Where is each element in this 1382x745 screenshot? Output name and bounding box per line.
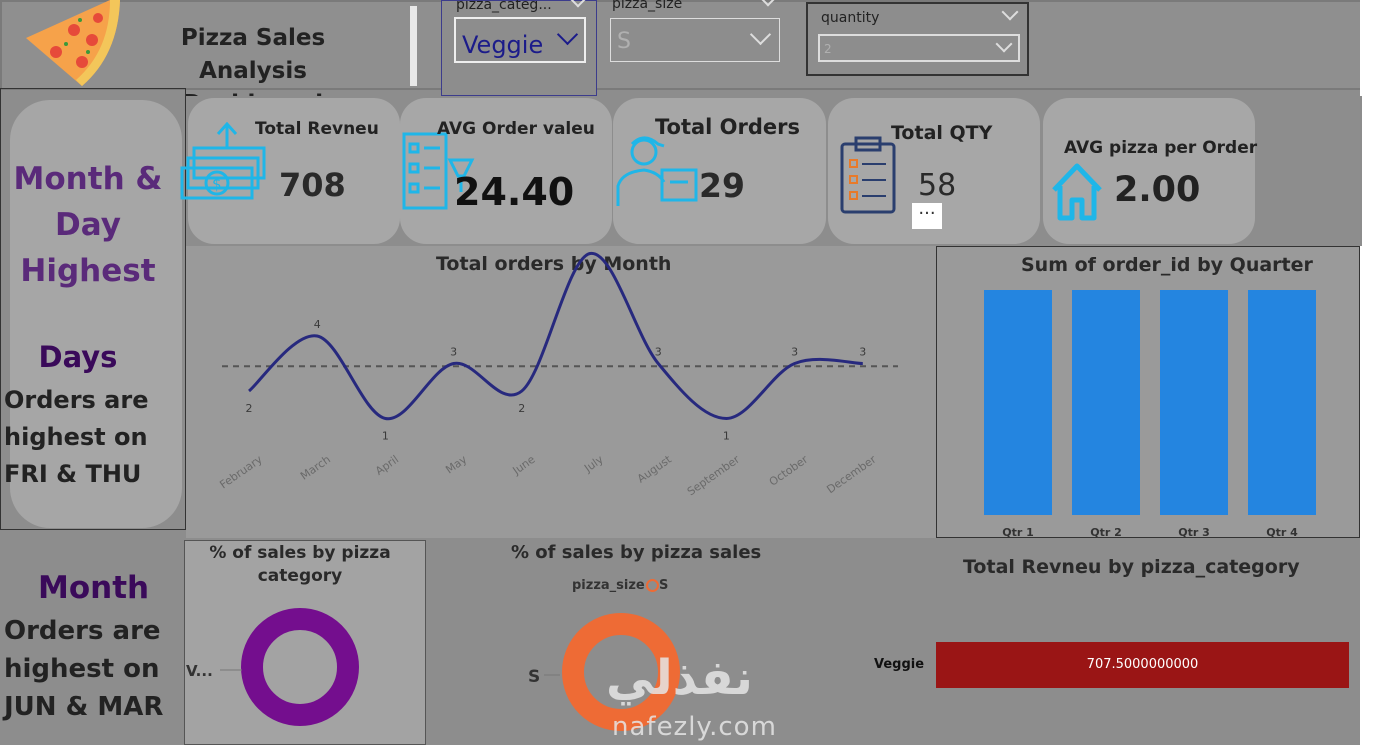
x-tick-label: Qtr 1: [1002, 526, 1034, 539]
order-id-by-quarter-chart[interactable]: Qtr 1 Qtr 2 Qtr 3 Qtr 4: [944, 280, 1354, 540]
kpi-label-avg-order: AVG Order valeu: [437, 119, 595, 139]
size-legend-item: S: [659, 578, 669, 593]
quantity-value: 2: [824, 42, 832, 56]
x-tick-label: August: [635, 452, 675, 485]
revenue-by-category-title: Total Revneu by pizza_category: [963, 556, 1300, 578]
sales-by-size-donut[interactable]: S: [510, 600, 730, 745]
line-chart-title: Total orders by Month: [436, 253, 672, 275]
header-divider: [410, 6, 417, 86]
svg-text:$: $: [212, 175, 222, 193]
x-tick-label: February: [217, 453, 265, 492]
kpi-value-qty: 58: [918, 168, 957, 203]
clipboard-icon: [840, 136, 896, 214]
point-data-label: 3: [655, 346, 662, 359]
sales-by-category-donut[interactable]: V...: [184, 590, 426, 745]
donut-slice: [562, 613, 680, 731]
kpi-card-revenue: [188, 98, 400, 244]
point-data-label: 3: [791, 346, 798, 359]
x-tick-label: July: [581, 453, 606, 476]
x-tick-label: March: [298, 453, 333, 483]
checklist-icon: [402, 132, 475, 210]
home-icon: [1052, 163, 1102, 221]
revenue-bar[interactable]: 707.5000000000: [936, 642, 1349, 688]
page-edge: [1360, 0, 1382, 745]
x-tick-label: December: [824, 453, 879, 497]
x-tick-label: Qtr 2: [1090, 526, 1122, 539]
quantity-dropdown[interactable]: 2: [818, 34, 1020, 62]
size-dropdown[interactable]: S: [610, 18, 780, 62]
x-tick-label: April: [373, 453, 401, 478]
category-donut-title: % of sales by pizza category: [209, 543, 391, 586]
quarter-chart-title: Sum of order_id by Quarter: [1021, 254, 1313, 276]
quarter-bar: [1160, 290, 1228, 515]
pizza-logo-icon: [26, 0, 120, 86]
quantity-slicer[interactable]: quantity 2: [806, 2, 1029, 76]
revenue-bar-label: Veggie: [874, 657, 925, 672]
x-tick-label: May: [443, 453, 469, 477]
watermark-latin: nafezly.com: [612, 712, 777, 742]
x-tick-label: June: [510, 453, 538, 478]
point-data-label: 2: [518, 402, 525, 415]
category-slicer[interactable]: pizza_categ... Veggie: [441, 0, 597, 96]
month-text: Orders are highest on JUN & MAR: [4, 616, 164, 722]
quantity-slicer-label: quantity: [821, 10, 880, 26]
donut-data-label: S: [528, 667, 540, 687]
x-tick-label: Qtr 3: [1178, 526, 1210, 539]
chevron-down-icon: [556, 23, 579, 46]
chevron-down-icon: [995, 35, 1013, 53]
revenue-bar-data-label: 707.5000000000: [1086, 657, 1199, 672]
point-data-label: 4: [314, 318, 321, 331]
size-slicer-label: pizza_size: [612, 0, 683, 12]
kpi-label-revenue: Total Revneu: [255, 119, 379, 139]
size-legend-title: pizza_size: [572, 578, 645, 593]
kpi-label-avg-pizza: AVG pizza per Order: [1064, 138, 1258, 158]
size-value: S: [617, 29, 631, 54]
quarter-bar: [984, 290, 1052, 515]
kpi-value-orders: 29: [699, 166, 745, 205]
chevron-down-icon: [1001, 3, 1019, 21]
delivery-icon: [616, 136, 698, 206]
chevron-down-icon: [569, 0, 587, 8]
orders-line-series: [247, 251, 863, 421]
category-slicer-label: pizza_categ...: [456, 0, 552, 13]
line-chart-panel: [186, 246, 936, 538]
x-tick-label: September: [685, 453, 743, 499]
donut-slice: [241, 608, 359, 726]
point-data-label: 7: [587, 246, 594, 249]
donut-data-label: V...: [186, 662, 213, 680]
chevron-down-icon: [749, 23, 772, 46]
x-tick-label: Qtr 4: [1266, 526, 1298, 539]
money-icon: $: [180, 122, 266, 200]
days-title: Days: [38, 340, 118, 374]
point-data-label: 2: [246, 402, 253, 415]
quarter-bar: [1072, 290, 1140, 515]
kpi-value-avg-order: 24.40: [454, 170, 575, 214]
point-data-label: 3: [859, 346, 866, 359]
more-options-button[interactable]: ···: [912, 203, 942, 229]
month-title: Month: [38, 570, 150, 606]
category-dropdown[interactable]: Veggie: [454, 17, 586, 63]
point-data-label: 1: [382, 430, 389, 443]
legend-marker: [646, 579, 659, 592]
sidebar-panel: [10, 100, 182, 528]
quarter-bar: [1248, 290, 1316, 515]
watermark-arabic: نفذلي: [606, 650, 753, 706]
point-data-label: 1: [723, 430, 730, 443]
sidebar-frame: [0, 88, 186, 530]
kpi-label-orders: Total Orders: [655, 115, 801, 139]
kpi-value-avg-pizza: 2.00: [1114, 170, 1201, 210]
kpi-label-qty: Total QTY: [891, 122, 993, 144]
kpi-value-revenue: 708: [279, 166, 346, 204]
kpi-card-avg-order: [400, 98, 612, 244]
point-data-label: 3: [450, 346, 457, 359]
x-tick-label: October: [767, 453, 811, 489]
sidebar-heading: Month & Day Highest: [13, 161, 163, 289]
size-donut-title: % of sales by pizza sales: [511, 542, 762, 563]
days-text: Orders are highest on FRI & THU: [4, 386, 149, 488]
orders-by-month-chart[interactable]: 2 4 1 3 2 7 3 1 3 3 February March April May June July A…: [186, 246, 936, 538]
category-value: Veggie: [462, 31, 544, 59]
